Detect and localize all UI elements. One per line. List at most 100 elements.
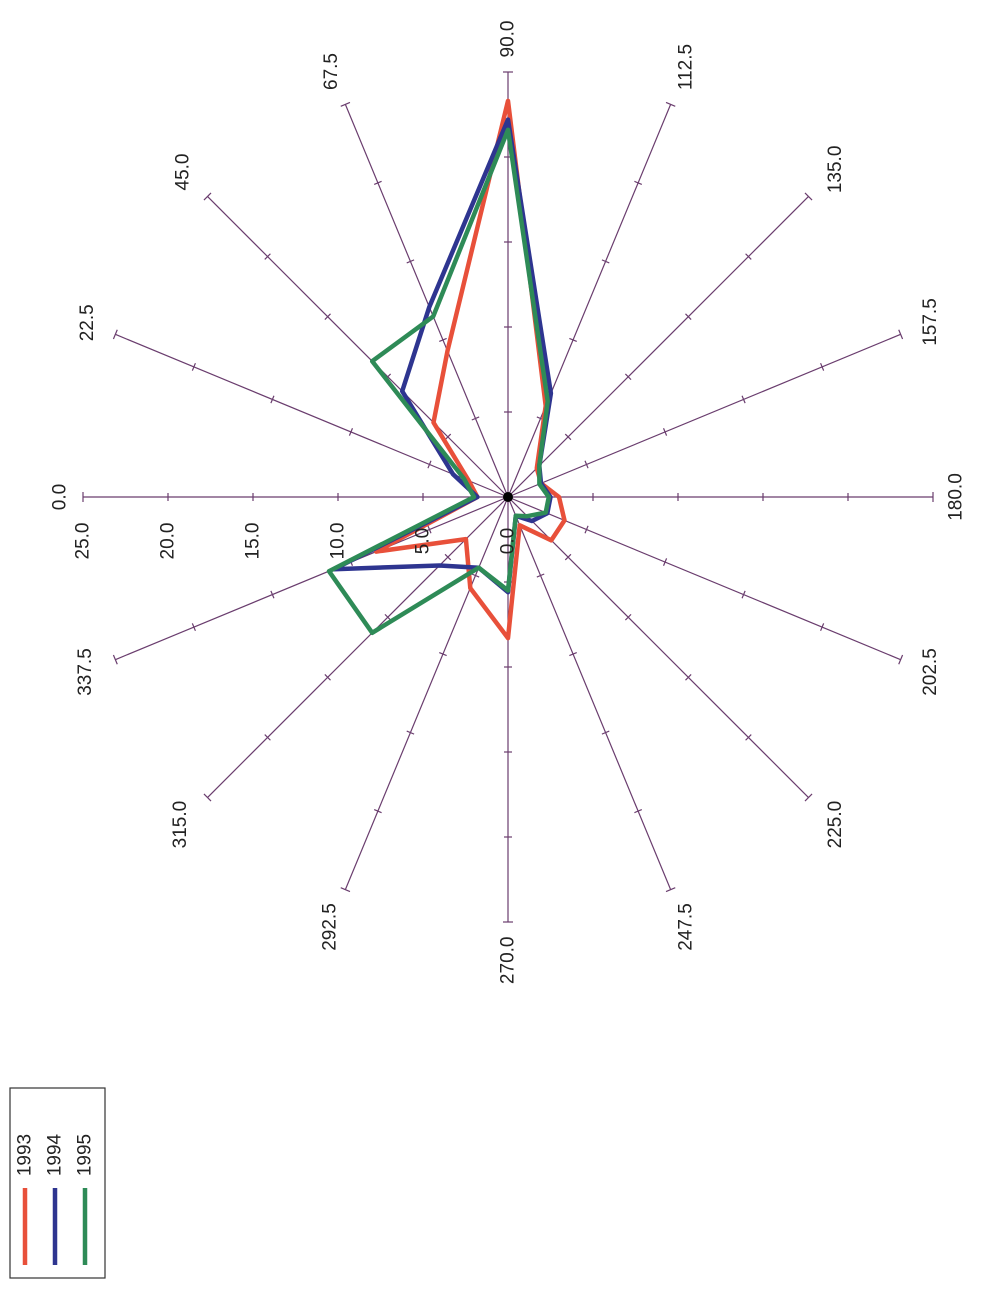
direction-label-112.5: 112.5 xyxy=(676,44,697,90)
spoke-tick xyxy=(384,613,392,621)
direction-label-315.0: 315.0 xyxy=(170,801,191,849)
radial-tick-label-10.0: 10.0 xyxy=(328,523,349,560)
spoke-tick xyxy=(427,525,432,534)
spoke-tick xyxy=(898,329,904,340)
spoke-tick xyxy=(444,433,452,441)
direction-label-225.0: 225.0 xyxy=(825,801,846,849)
direction-label-292.5: 292.5 xyxy=(319,903,340,951)
spoke-112.5 xyxy=(507,104,672,498)
direction-label-90.0: 90.0 xyxy=(498,21,519,58)
spoke-tick xyxy=(665,887,676,893)
radial-tick-label-25.0: 25.0 xyxy=(73,523,94,560)
spoke-tick xyxy=(270,395,275,404)
spoke-tick xyxy=(439,337,447,343)
legend-label-1993: 1993 xyxy=(15,1134,36,1176)
spoke-tick xyxy=(741,395,746,404)
center-point xyxy=(503,492,513,502)
series-line-1993 xyxy=(373,98,567,641)
spoke-22.5 xyxy=(115,333,509,498)
direction-label-22.5: 22.5 xyxy=(77,304,98,341)
spoke-202.5 xyxy=(507,496,901,661)
series-group xyxy=(326,98,567,641)
direction-label-135.0: 135.0 xyxy=(825,146,846,194)
spoke-tick xyxy=(569,651,577,657)
radial-tick-label-15.0: 15.0 xyxy=(243,523,264,560)
spoke-tick xyxy=(662,558,668,566)
spoke-225.0 xyxy=(507,496,809,798)
spoke-tick xyxy=(741,590,746,599)
spoke-tick xyxy=(406,730,415,735)
spoke-tick xyxy=(373,180,382,185)
spoke-45.0 xyxy=(207,196,509,498)
spoke-tick xyxy=(898,654,904,665)
direction-label-180.0: 180.0 xyxy=(946,473,967,521)
series-line-1995 xyxy=(326,127,552,636)
direction-label-270.0: 270.0 xyxy=(498,937,519,985)
spoke-tick xyxy=(569,337,577,343)
spoke-tick xyxy=(745,253,752,260)
spoke-tick xyxy=(439,651,447,657)
radial-tick-label-0.0: 0.0 xyxy=(498,528,519,554)
direction-label-45.0: 45.0 xyxy=(173,154,194,191)
spoke-tick xyxy=(601,730,610,735)
spoke-135.0 xyxy=(507,196,809,498)
label-group: 0.0 22.5 45.0 67.5 90.0 112.5 135.0 157.5 180.0 2… xyxy=(50,21,967,985)
spoke-tick xyxy=(634,809,643,814)
direction-label-67.5: 67.5 xyxy=(321,53,342,90)
spoke-337.5 xyxy=(115,496,509,661)
spoke-tick xyxy=(112,329,118,340)
spoke-tick xyxy=(685,674,692,681)
spoke-tick xyxy=(584,460,589,469)
radial-tick-label-5.0: 5.0 xyxy=(413,528,434,554)
spoke-tick xyxy=(191,362,196,371)
spoke-tick xyxy=(324,313,331,320)
spoke-tick xyxy=(112,654,118,665)
spoke-tick xyxy=(624,613,632,621)
spoke-tick xyxy=(264,734,271,741)
spoke-247.5 xyxy=(507,496,672,890)
spoke-292.5 xyxy=(344,496,509,890)
spoke-tick xyxy=(340,887,351,893)
spoke-tick xyxy=(270,590,275,599)
spoke-tick xyxy=(662,428,668,436)
direction-label-247.5: 247.5 xyxy=(676,903,697,951)
direction-label-337.5: 337.5 xyxy=(75,648,96,696)
spoke-157.5 xyxy=(507,333,901,498)
spoke-tick xyxy=(804,793,813,802)
spoke-tick xyxy=(340,101,351,107)
spoke-tick xyxy=(373,809,382,814)
legend-box xyxy=(9,1087,106,1279)
direction-label-202.5: 202.5 xyxy=(920,648,941,696)
spoke-tick xyxy=(427,460,432,469)
spoke-tick xyxy=(324,674,331,681)
spoke-tick xyxy=(191,623,196,632)
legend: 1993 1994 1995 xyxy=(9,1087,106,1279)
radial-tick-label-20.0: 20.0 xyxy=(158,523,179,560)
spoke-tick xyxy=(264,253,271,260)
spoke-tick xyxy=(348,428,354,436)
spoke-tick xyxy=(624,373,632,381)
spoke-67.5 xyxy=(344,104,509,498)
spoke-tick xyxy=(203,192,212,201)
spoke-tick xyxy=(564,553,572,561)
spoke-tick xyxy=(634,180,643,185)
legend-label-1994: 1994 xyxy=(45,1133,66,1176)
spoke-group xyxy=(82,71,934,923)
spoke-tick xyxy=(564,433,572,441)
spoke-315.0 xyxy=(207,496,509,798)
spoke-tick xyxy=(584,525,589,534)
legend-label-1995: 1995 xyxy=(75,1134,96,1176)
spoke-tick xyxy=(804,192,813,201)
spoke-tick xyxy=(444,553,452,561)
direction-label-157.5: 157.5 xyxy=(920,298,941,346)
spoke-tick xyxy=(665,101,676,107)
spoke-tick xyxy=(536,573,545,578)
spoke-tick xyxy=(745,734,752,741)
spoke-tick xyxy=(685,313,692,320)
spoke-tick xyxy=(471,573,480,578)
spoke-tick xyxy=(203,793,212,802)
spoke-tick xyxy=(601,259,610,264)
spoke-tick xyxy=(820,623,825,632)
direction-label-0.0: 0.0 xyxy=(50,484,71,510)
